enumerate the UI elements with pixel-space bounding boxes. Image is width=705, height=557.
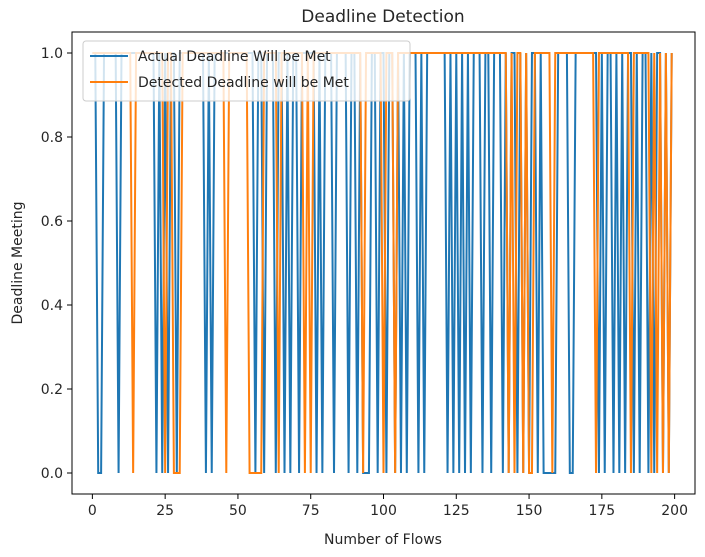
y-tick-label: 0.0 — [41, 466, 63, 482]
x-axis-label: Number of Flows — [324, 532, 442, 548]
y-axis: 0.0 0.2 0.4 0.6 0.8 1.0 — [41, 46, 72, 482]
y-axis-label: Deadline Meeting — [10, 201, 26, 324]
legend: Actual Deadline Will be Met Detected Dea… — [82, 40, 411, 102]
x-axis: 0 25 50 75 100 125 150 175 200 — [88, 494, 688, 519]
x-tick-label: 25 — [156, 503, 174, 519]
x-tick-label: 100 — [370, 503, 397, 519]
legend-box — [82, 40, 411, 102]
x-tick-label: 150 — [516, 503, 543, 519]
x-tick-label: 200 — [661, 503, 688, 519]
x-tick-label: 75 — [302, 503, 320, 519]
x-tick-label: 0 — [88, 503, 97, 519]
legend-label-actual: Actual Deadline Will be Met — [138, 49, 331, 65]
legend-label-detected: Detected Deadline will be Met — [138, 75, 349, 91]
y-tick-label: 1.0 — [41, 46, 63, 62]
chart-title: Deadline Detection — [301, 7, 464, 27]
y-tick-label: 0.4 — [41, 298, 63, 314]
x-tick-label: 50 — [229, 503, 247, 519]
x-tick-label: 125 — [443, 503, 470, 519]
y-tick-label: 0.6 — [41, 214, 63, 230]
x-tick-label: 175 — [588, 503, 615, 519]
y-tick-label: 0.2 — [41, 382, 63, 398]
y-tick-label: 0.8 — [41, 130, 63, 146]
